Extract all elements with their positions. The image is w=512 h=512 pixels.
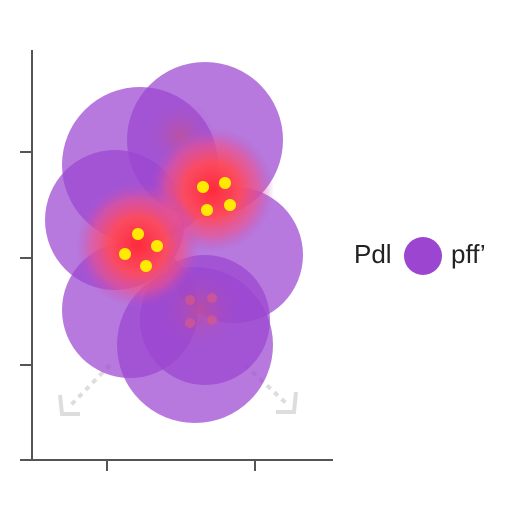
faint-dots: [185, 293, 217, 328]
legend-swatch: [404, 237, 442, 275]
dots: [119, 177, 236, 272]
glows: [76, 100, 274, 350]
axes: [20, 50, 333, 471]
legend-label: pff’: [451, 239, 486, 269]
legend-label: Pdl: [354, 239, 392, 269]
